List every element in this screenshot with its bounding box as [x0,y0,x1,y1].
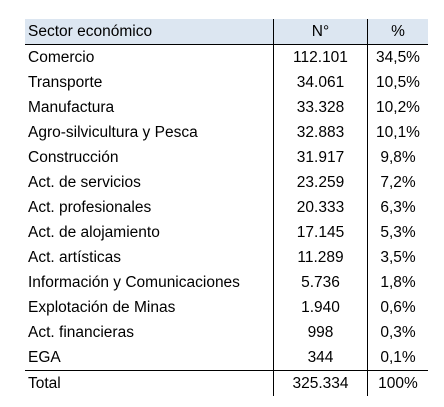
row-percent: 3,5% [380,248,416,266]
row-percent: 0,1% [380,348,416,366]
total-label: Total [25,370,274,396]
row-percent: 34,5% [376,48,420,66]
row-sector: Transporte [28,73,103,91]
sector-table: Sector económico N° % Comercio 112.101 34,… [25,19,428,396]
row-count: 11.289 [273,245,368,270]
table-row: Transporte 34.061 10,5% [25,70,428,95]
total-count: 325.334 [273,370,368,396]
row-count: 34.061 [273,70,368,95]
row-count: 23.259 [273,170,368,195]
row-percent: 5,3% [380,223,416,241]
row-percent: 10,1% [376,123,420,141]
table-row: Act. de servicios 23.259 7,2% [25,170,428,195]
table-row: Act. financieras 998 0,3% [25,320,428,345]
total-row: Total 325.334 100% [25,370,428,396]
row-sector: Act. artísticas [28,248,122,266]
row-count: 20.333 [273,195,368,220]
row-count: 998 [273,320,368,345]
table-row: Explotación de Minas 1.940 0,6% [25,295,428,320]
row-sector: Comercio [28,48,95,66]
row-count: 33.328 [273,95,368,120]
row-sector: Explotación de Minas [28,298,176,316]
row-sector: Act. de alojamiento [28,223,160,241]
row-percent: 0,6% [380,298,416,316]
row-count: 1.940 [273,295,368,320]
table-row: Agro-silvicultura y Pesca 32.883 10,1% [25,120,428,145]
row-percent: 10,2% [376,98,420,116]
table-row: EGA 344 0,1% [25,345,428,371]
row-count: 31.917 [273,145,368,170]
row-count: 5.736 [273,270,368,295]
sector-table-container: Sector económico N° % Comercio 112.101 34,… [25,19,428,396]
table-row: Act. artísticas 11.289 3,5% [25,245,428,270]
total-percent: 100% [367,370,428,396]
row-sector: Información y Comunicaciones [28,273,240,291]
table-row: Construcción 31.917 9,8% [25,145,428,170]
row-sector: Act. financieras [28,323,134,341]
row-percent: 0,3% [380,323,416,341]
header-percent: % [367,19,428,45]
row-sector: Act. profesionales [28,198,152,216]
table-row: Manufactura 33.328 10,2% [25,95,428,120]
table-row: Información y Comunicaciones 5.736 1,8% [25,270,428,295]
row-count: 344 [273,345,368,371]
row-percent: 10,5% [376,73,420,91]
row-sector: Manufactura [28,98,115,116]
row-sector: EGA [28,348,61,366]
row-sector: Act. de servicios [28,173,141,191]
header-sector: Sector económico [25,19,274,45]
row-percent: 6,3% [380,198,416,216]
table-row: Act. profesionales 20.333 6,3% [25,195,428,220]
row-sector: Construcción [28,148,119,166]
table-row: Comercio 112.101 34,5% [25,44,428,70]
table-body: Comercio 112.101 34,5% Transporte 34.061 10,5… [25,44,428,371]
table-row: Act. de alojamiento 17.145 5,3% [25,220,428,245]
row-percent: 1,8% [380,273,416,291]
row-percent: 7,2% [380,173,416,191]
header-count: N° [273,19,368,45]
row-count: 32.883 [273,120,368,145]
row-count: 112.101 [273,44,368,70]
row-percent: 9,8% [380,148,416,166]
row-count: 17.145 [273,220,368,245]
table-header-row: Sector económico N° % [25,19,428,45]
row-sector: Agro-silvicultura y Pesca [28,123,198,141]
